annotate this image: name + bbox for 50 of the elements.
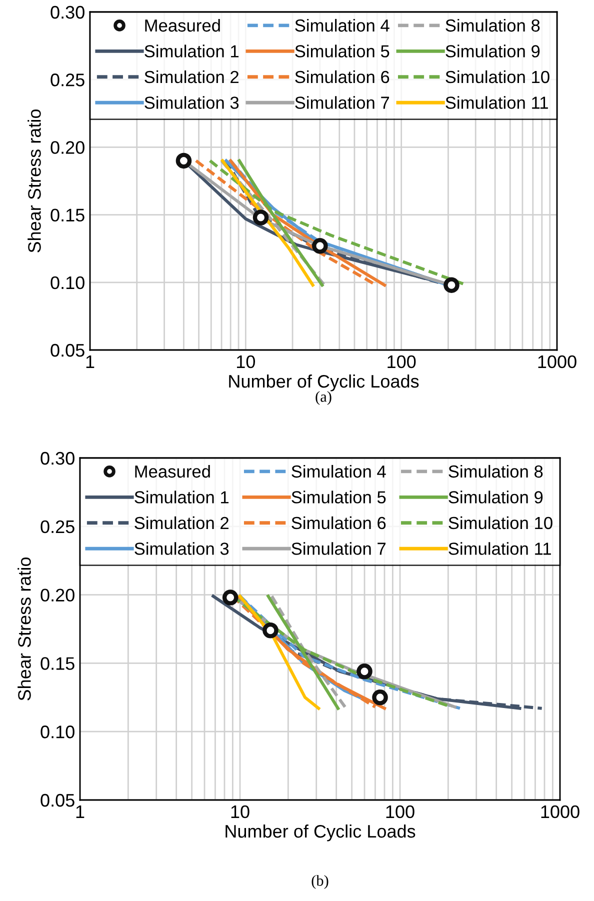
y-tick-label: 0.15	[40, 657, 74, 670]
y-tick-label: 0.05	[40, 794, 74, 807]
y-axis-title: Shear Stress ratio	[18, 558, 31, 700]
legend-label: Measured	[145, 18, 220, 32]
legend-label: Simulation 8	[446, 18, 540, 32]
legend-label: Simulation 3	[134, 542, 229, 555]
x-axis-title: Number of Cyclic Loads	[226, 824, 416, 842]
x-tick-label: 1	[86, 356, 94, 368]
legend-label: Simulation 8	[448, 464, 543, 478]
legend-label: Simulation 11	[448, 542, 551, 555]
y-axis-title: Shear Stress ratio	[28, 110, 41, 252]
y-tick-label: 0.20	[40, 588, 74, 602]
y-tick-label: 0.10	[40, 726, 74, 738]
y-tick-label: 0.25	[50, 74, 84, 86]
legend-label: Simulation 10	[448, 516, 552, 530]
y-tick-label: 0.05	[50, 344, 84, 357]
legend-label: Simulation 3	[144, 96, 239, 109]
legend-label: Simulation 4	[292, 464, 386, 478]
legend-label: Simulation 9	[446, 44, 540, 58]
x-tick-label: 10	[231, 805, 250, 818]
legend-label: Simulation 5	[292, 490, 386, 504]
x-tick-label: 10	[237, 355, 256, 368]
legend-label: Simulation 6	[295, 70, 390, 84]
legend-label: Simulation 1	[134, 490, 229, 504]
legend-label: Simulation 2	[134, 516, 228, 530]
y-tick-label: 0.20	[50, 141, 84, 154]
legend-label: Simulation 11	[446, 96, 548, 109]
y-tick-label: 0.30	[50, 6, 84, 19]
y-tick-label: 0.10	[50, 276, 84, 290]
legend-label: Simulation 7	[292, 542, 386, 555]
legend-label: Measured	[135, 464, 210, 478]
legend-label: Simulation 4	[295, 18, 390, 32]
legend-label: Simulation 1	[144, 44, 239, 58]
text: (a)	[316, 391, 332, 405]
legend-label: Simulation 5	[295, 44, 390, 58]
x-tick-label: 1	[76, 806, 84, 818]
legend-label: Simulation 2	[144, 70, 238, 84]
x-tick-label: 1000	[541, 805, 580, 818]
x-tick-label: 1000	[538, 355, 576, 368]
legend-label: Simulation 10	[446, 70, 550, 84]
y-tick-label: 0.15	[50, 208, 84, 222]
y-tick-label: 0.25	[40, 520, 74, 534]
legend-label: Simulation 9	[448, 490, 543, 504]
y-tick-label: 0.30	[40, 452, 74, 465]
x-tick-label: 100	[386, 805, 414, 818]
legend-label: Simulation 6	[292, 516, 386, 530]
x-tick-label: 100	[388, 355, 416, 368]
legend-label: Simulation 7	[295, 96, 390, 109]
text: (b)	[312, 875, 328, 889]
x-axis-title: Number of Cyclic Loads	[229, 374, 419, 392]
